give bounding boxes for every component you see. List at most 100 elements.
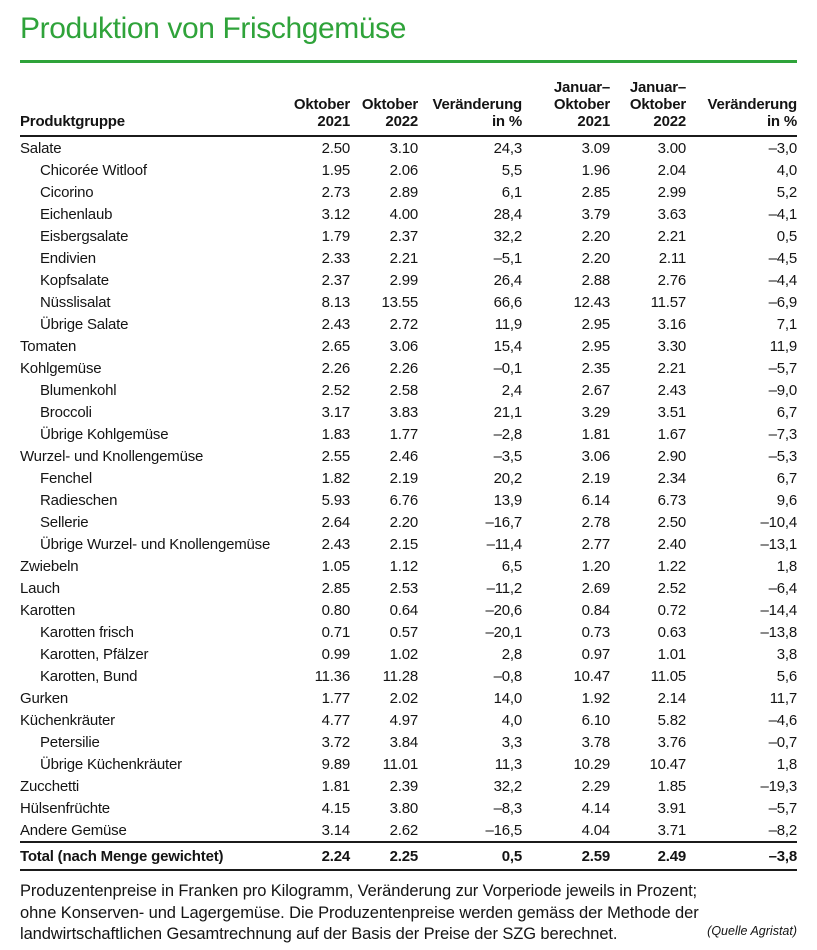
value-cell: 1.92 [581, 689, 611, 707]
table-row: Küchenkräuter 4.77 4.97 4,0 6.10 5.82 –4,6 [20, 709, 797, 731]
value-cell: 2.37 [321, 271, 351, 289]
value-cell: –4,1 [768, 205, 798, 223]
value-cell: 11.05 [650, 667, 687, 685]
value-cell: 10.47 [649, 755, 686, 773]
page-title: Produktion von Frischgemüse [20, 12, 407, 45]
value-cell: –5,7 [768, 799, 798, 817]
table-row: Karotten, Pfälzer 0.99 1.02 2,8 0.97 1.01 3,8 [20, 643, 797, 665]
value-cell: 2.88 [581, 271, 611, 289]
value-cell: –11,2 [486, 579, 523, 597]
header-veraenderung-kumuliert: Veränderung in % [686, 79, 797, 137]
table-row: Cicorino 2.73 2.89 6,1 2.85 2.99 5,2 [20, 181, 797, 203]
value-cell: 2.55 [321, 447, 351, 465]
value-cell: 14,0 [493, 689, 523, 707]
table-row: Nüsslisalat 8.13 13.55 66,6 12.43 11.57 –6,9 [20, 291, 797, 313]
value-cell: 32,2 [493, 777, 523, 795]
value-cell: 26,4 [493, 271, 523, 289]
product-label-cell: Broccoli [40, 403, 92, 421]
table-row: Broccoli 3.17 3.83 21,1 3.29 3.51 6,7 [20, 401, 797, 423]
value-cell: 8.13 [321, 293, 351, 311]
value-cell: 2.19 [389, 469, 419, 487]
value-cell: 2.19 [581, 469, 611, 487]
value-cell: –2,8 [493, 425, 523, 443]
value-cell: 2.78 [581, 513, 611, 531]
value-cell: 2.26 [389, 359, 419, 377]
value-cell: 3.80 [389, 799, 419, 817]
product-label-cell: Hülsenfrüchte [20, 799, 110, 817]
product-label-cell: Kopfsalate [40, 271, 109, 289]
value-cell: 2.20 [581, 227, 611, 245]
value-cell: 2,8 [501, 645, 522, 663]
table-header: Produktgruppe Oktober 2021 Oktober 2022 … [20, 79, 797, 137]
value-cell: 6,5 [501, 557, 522, 575]
value-cell: 0.73 [581, 623, 611, 641]
value-cell: 2.34 [657, 469, 687, 487]
value-cell: –8,3 [493, 799, 523, 817]
value-cell: 2.25 [350, 841, 418, 871]
value-cell: –13,8 [760, 623, 797, 641]
value-cell: 2.95 [581, 337, 611, 355]
product-label-cell: Kohlgemüse [20, 359, 102, 377]
value-cell: 6.73 [657, 491, 687, 509]
header-oktober-2021: Oktober 2021 [272, 79, 350, 137]
value-cell: 13.55 [381, 293, 418, 311]
value-cell: 0.64 [389, 601, 419, 619]
value-cell: 1,8 [776, 755, 797, 773]
header-produktgruppe: Produktgruppe [20, 79, 272, 137]
value-cell: –3,0 [768, 139, 798, 157]
product-label-cell: Cicorino [40, 183, 94, 201]
value-cell: –7,3 [768, 425, 798, 443]
value-cell: –5,3 [768, 447, 798, 465]
value-cell: –14,4 [760, 601, 797, 619]
value-cell: 24,3 [493, 139, 523, 157]
value-cell: –13,1 [760, 535, 797, 553]
table-row: Andere Gemüse 3.14 2.62 –16,5 4.04 3.71 –8,2 [20, 819, 797, 842]
value-cell: 2.20 [581, 249, 611, 267]
value-cell: –3,8 [686, 841, 797, 871]
value-cell: 3.72 [321, 733, 351, 751]
value-cell: 2.04 [657, 161, 687, 179]
value-cell: –20,1 [485, 623, 522, 641]
table-row: Kopfsalate 2.37 2.99 26,4 2.88 2.76 –4,4 [20, 269, 797, 291]
value-cell: 2.67 [581, 381, 611, 399]
value-cell: 3.29 [581, 403, 611, 421]
value-cell: 28,4 [493, 205, 523, 223]
value-cell: 2.69 [581, 579, 611, 597]
table-row: Sellerie 2.64 2.20 –16,7 2.78 2.50 –10,4 [20, 511, 797, 533]
value-cell: 11.36 [314, 667, 351, 685]
value-cell: 1.22 [657, 557, 687, 575]
product-label-cell: Karotten frisch [40, 623, 134, 641]
value-cell: 4.97 [389, 711, 419, 729]
product-label-cell: Total (nach Menge gewichtet) [20, 841, 272, 871]
value-cell: 6.76 [389, 491, 419, 509]
value-cell: 2.39 [389, 777, 419, 795]
value-cell: 66,6 [493, 293, 523, 311]
value-cell: 3.12 [321, 205, 351, 223]
product-label-cell: Sellerie [40, 513, 89, 531]
value-cell: –8,2 [768, 821, 798, 839]
table-row: Fenchel 1.82 2.19 20,2 2.19 2.34 6,7 [20, 467, 797, 489]
product-label-cell: Karotten, Bund [40, 667, 138, 685]
value-cell: 3.79 [581, 205, 611, 223]
table-row: Karotten, Bund 11.36 11.28 –0,8 10.47 11.05 5,… [20, 665, 797, 687]
value-cell: 1.77 [389, 425, 419, 443]
value-cell: 3.71 [657, 821, 687, 839]
value-cell: 0.97 [581, 645, 611, 663]
value-cell: 32,2 [493, 227, 523, 245]
produce-price-table: Produktgruppe Oktober 2021 Oktober 2022 … [20, 79, 797, 871]
value-cell: 1,8 [776, 557, 797, 575]
value-cell: 2.21 [389, 249, 419, 267]
value-cell: 3.14 [321, 821, 351, 839]
value-cell: 2.62 [389, 821, 419, 839]
total-row: Total (nach Menge gewichtet) 2.24 2.25 0,5 2… [20, 841, 797, 871]
value-cell: –0,7 [768, 733, 798, 751]
value-cell: 0,5 [776, 227, 797, 245]
value-cell: 2.43 [321, 535, 351, 553]
value-cell: 2.37 [389, 227, 419, 245]
product-label-cell: Zucchetti [20, 777, 80, 795]
value-cell: 0.72 [657, 601, 687, 619]
value-cell: 3.06 [389, 337, 419, 355]
table-header-row: Produktgruppe Oktober 2021 Oktober 2022 … [20, 79, 797, 137]
value-cell: 1.85 [657, 777, 687, 795]
